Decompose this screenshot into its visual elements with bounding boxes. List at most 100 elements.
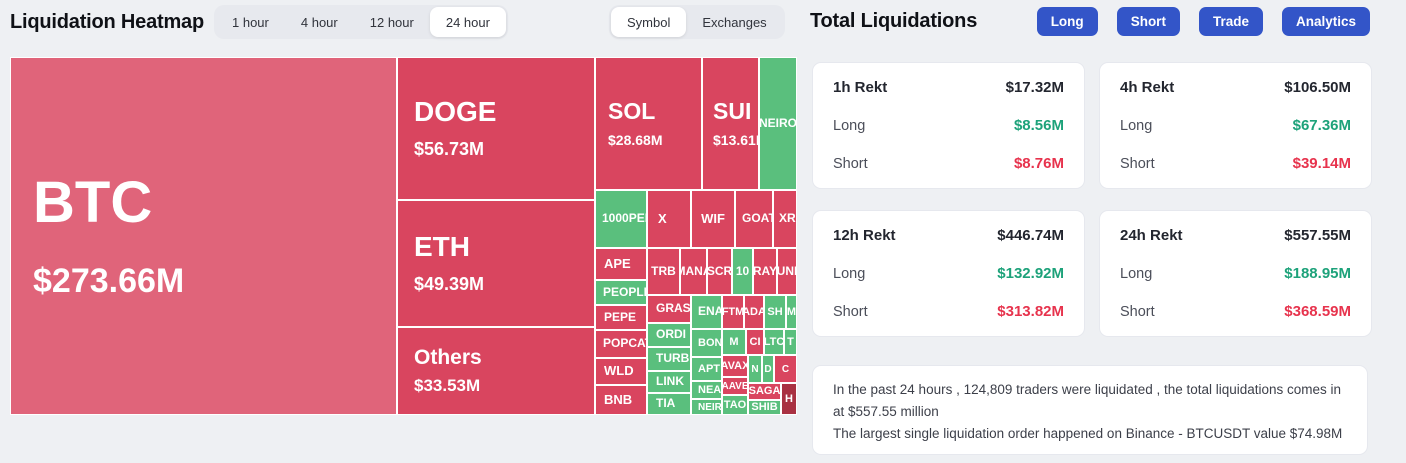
card-row: 4h Rekt $106.50M [1120, 79, 1351, 96]
card-row: Short $8.76M [833, 155, 1064, 172]
short-value: $368.59M [1284, 303, 1351, 320]
view-option-symbol[interactable]: Symbol [611, 7, 687, 37]
block-symbol: CI [749, 335, 761, 348]
card-row: Long $8.56M [833, 117, 1064, 134]
treemap-block-1000pepe[interactable]: 1000PEPE [595, 190, 647, 248]
treemap-block-n[interactable]: N [748, 355, 762, 383]
timeframe-option-4-hour[interactable]: 4 hour [300, 14, 338, 30]
treemap-block-turbo[interactable]: TURBO [647, 347, 691, 371]
treemap-block-tia[interactable]: TIA [647, 393, 691, 415]
treemap-block-ci[interactable]: CI [746, 329, 764, 355]
treemap-block-trb[interactable]: TRB [647, 248, 680, 295]
block-symbol: APT [698, 362, 720, 375]
treemap-block-bonk[interactable]: BONK [691, 329, 722, 357]
treemap-block-near[interactable]: NEAR [691, 381, 722, 399]
treemap-block-ftm[interactable]: FTM [722, 295, 744, 329]
block-symbol: D [764, 363, 772, 375]
treemap-block-uni[interactable]: UNI [777, 248, 797, 295]
view-option-exchanges[interactable]: Exchanges [702, 14, 767, 30]
treemap-block-popcat[interactable]: POPCAT [595, 330, 647, 358]
treemap-block-sol[interactable]: SOL $28.68M [595, 57, 702, 190]
treemap-block-scr[interactable]: SCR [707, 248, 732, 295]
block-symbol: M [729, 335, 739, 348]
card-row: 24h Rekt $557.55M [1120, 227, 1351, 244]
treemap-block-m[interactable]: M [786, 295, 797, 329]
short-label: Short [1120, 155, 1155, 172]
treemap-block-10[interactable]: 10 [732, 248, 753, 295]
block-value: $273.66M [33, 262, 185, 301]
short-button[interactable]: Short [1116, 7, 1180, 36]
block-symbol: SUI [713, 97, 752, 124]
block-symbol: SOL [608, 97, 656, 124]
treemap-block-pepe[interactable]: PEPE [595, 305, 647, 330]
rekt-card-4h-rekt: 4h Rekt $106.50M Long $67.36M Short $39.14M [1099, 62, 1372, 189]
analytics-button[interactable]: Analytics [1281, 7, 1370, 36]
block-symbol: H [785, 392, 793, 405]
treemap-block-wif[interactable]: WIF [691, 190, 735, 248]
card-total: $557.55M [1284, 227, 1351, 244]
block-symbol: SAGA [748, 385, 781, 398]
treemap-block-doge[interactable]: DOGE $56.73M [397, 57, 595, 200]
treemap-block-apt[interactable]: APT [691, 357, 722, 381]
treemap-block-d[interactable]: D [762, 355, 774, 383]
treemap-block-shib[interactable]: SHIB [748, 400, 781, 415]
block-symbol: ORDI [656, 327, 686, 342]
treemap-block-ltc[interactable]: LTC [764, 329, 784, 355]
block-symbol: SH [767, 305, 783, 318]
treemap-block-saga[interactable]: SAGA [748, 383, 781, 400]
long-value: $8.56M [1013, 117, 1064, 134]
treemap-block-ordi[interactable]: ORDI [647, 323, 691, 347]
treemap-block-neiro[interactable]: NEIRO [759, 57, 797, 190]
treemap-block-t[interactable]: T [784, 329, 797, 355]
treemap-block-grass[interactable]: GRASS [647, 295, 691, 323]
treemap-block-link[interactable]: LINK [647, 371, 691, 393]
block-symbol: C [781, 363, 790, 375]
block-symbol: ADA [745, 305, 763, 318]
block-symbol: ENA [698, 304, 722, 319]
summary-line-1: In the past 24 hours , 124,809 traders w… [833, 382, 1342, 419]
block-symbol: TURBO [656, 351, 690, 366]
timeframe-option-12-hour[interactable]: 12 hour [369, 14, 414, 30]
treemap-block-m[interactable]: M [722, 329, 746, 355]
treemap-block-ray[interactable]: RAY [753, 248, 777, 295]
treemap-block-c[interactable]: C [774, 355, 797, 383]
long-button[interactable]: Long [1036, 7, 1098, 36]
treemap-block-eth[interactable]: ETH $49.39M [397, 200, 595, 327]
block-symbol: SHIB [751, 401, 778, 414]
block-symbol: NEAR [698, 383, 722, 396]
treemap-block-tao[interactable]: TAO [722, 395, 748, 415]
treemap-block-sh[interactable]: SH [764, 295, 786, 329]
treemap-block-avax[interactable]: AVAX [722, 355, 748, 377]
treemap-block-x[interactable]: X [647, 190, 691, 248]
card-row: Long $67.36M [1120, 117, 1351, 134]
treemap-block-neiroeth[interactable]: NEIROETH [691, 399, 722, 415]
treemap-block-ena[interactable]: ENA [691, 295, 722, 329]
treemap-block-bnb[interactable]: BNB [595, 385, 647, 415]
treemap-block-ape[interactable]: APE [595, 248, 647, 280]
block-value: $33.53M [414, 376, 481, 396]
treemap-block-mana[interactable]: MANA [680, 248, 707, 295]
treemap-block-goat[interactable]: GOAT [735, 190, 773, 248]
card-total: $446.74M [997, 227, 1064, 244]
treemap-block-people[interactable]: PEOPLE [595, 280, 647, 305]
treemap-block-btc[interactable]: BTC $273.66M [10, 57, 397, 415]
block-symbol: 10 [735, 263, 750, 278]
trade-button[interactable]: Trade [1198, 7, 1263, 36]
timeframe-option-24-hour[interactable]: 24 hour [429, 7, 506, 37]
treemap-block-aave[interactable]: AAVE [722, 377, 748, 395]
card-title: 1h Rekt [833, 79, 888, 96]
rekt-cards-grid: 1h Rekt $17.32M Long $8.56M Short $8.76M 4h Re… [812, 62, 1372, 337]
total-liquidations-panel: Total Liquidations Long Short Trade Analyti… [810, 0, 1372, 463]
liquidation-treemap: BTC $273.66M DOGE $56.73M ETH $49.39M Others $3… [10, 57, 797, 415]
treemap-block-h[interactable]: H [781, 383, 797, 415]
treemap-block-others[interactable]: Others $33.53M [397, 327, 595, 415]
block-value: $13.61M [713, 131, 758, 148]
block-symbol: SCR [707, 263, 732, 278]
timeframe-option-1-hour[interactable]: 1 hour [232, 14, 269, 30]
block-symbol: TRB [651, 263, 676, 278]
treemap-block-xrp[interactable]: XRP [773, 190, 797, 248]
treemap-block-wld[interactable]: WLD [595, 358, 647, 385]
treemap-block-sui[interactable]: SUI $13.61M [702, 57, 759, 190]
treemap-block-ada[interactable]: ADA [744, 295, 764, 329]
block-symbol: BONK [698, 336, 722, 349]
